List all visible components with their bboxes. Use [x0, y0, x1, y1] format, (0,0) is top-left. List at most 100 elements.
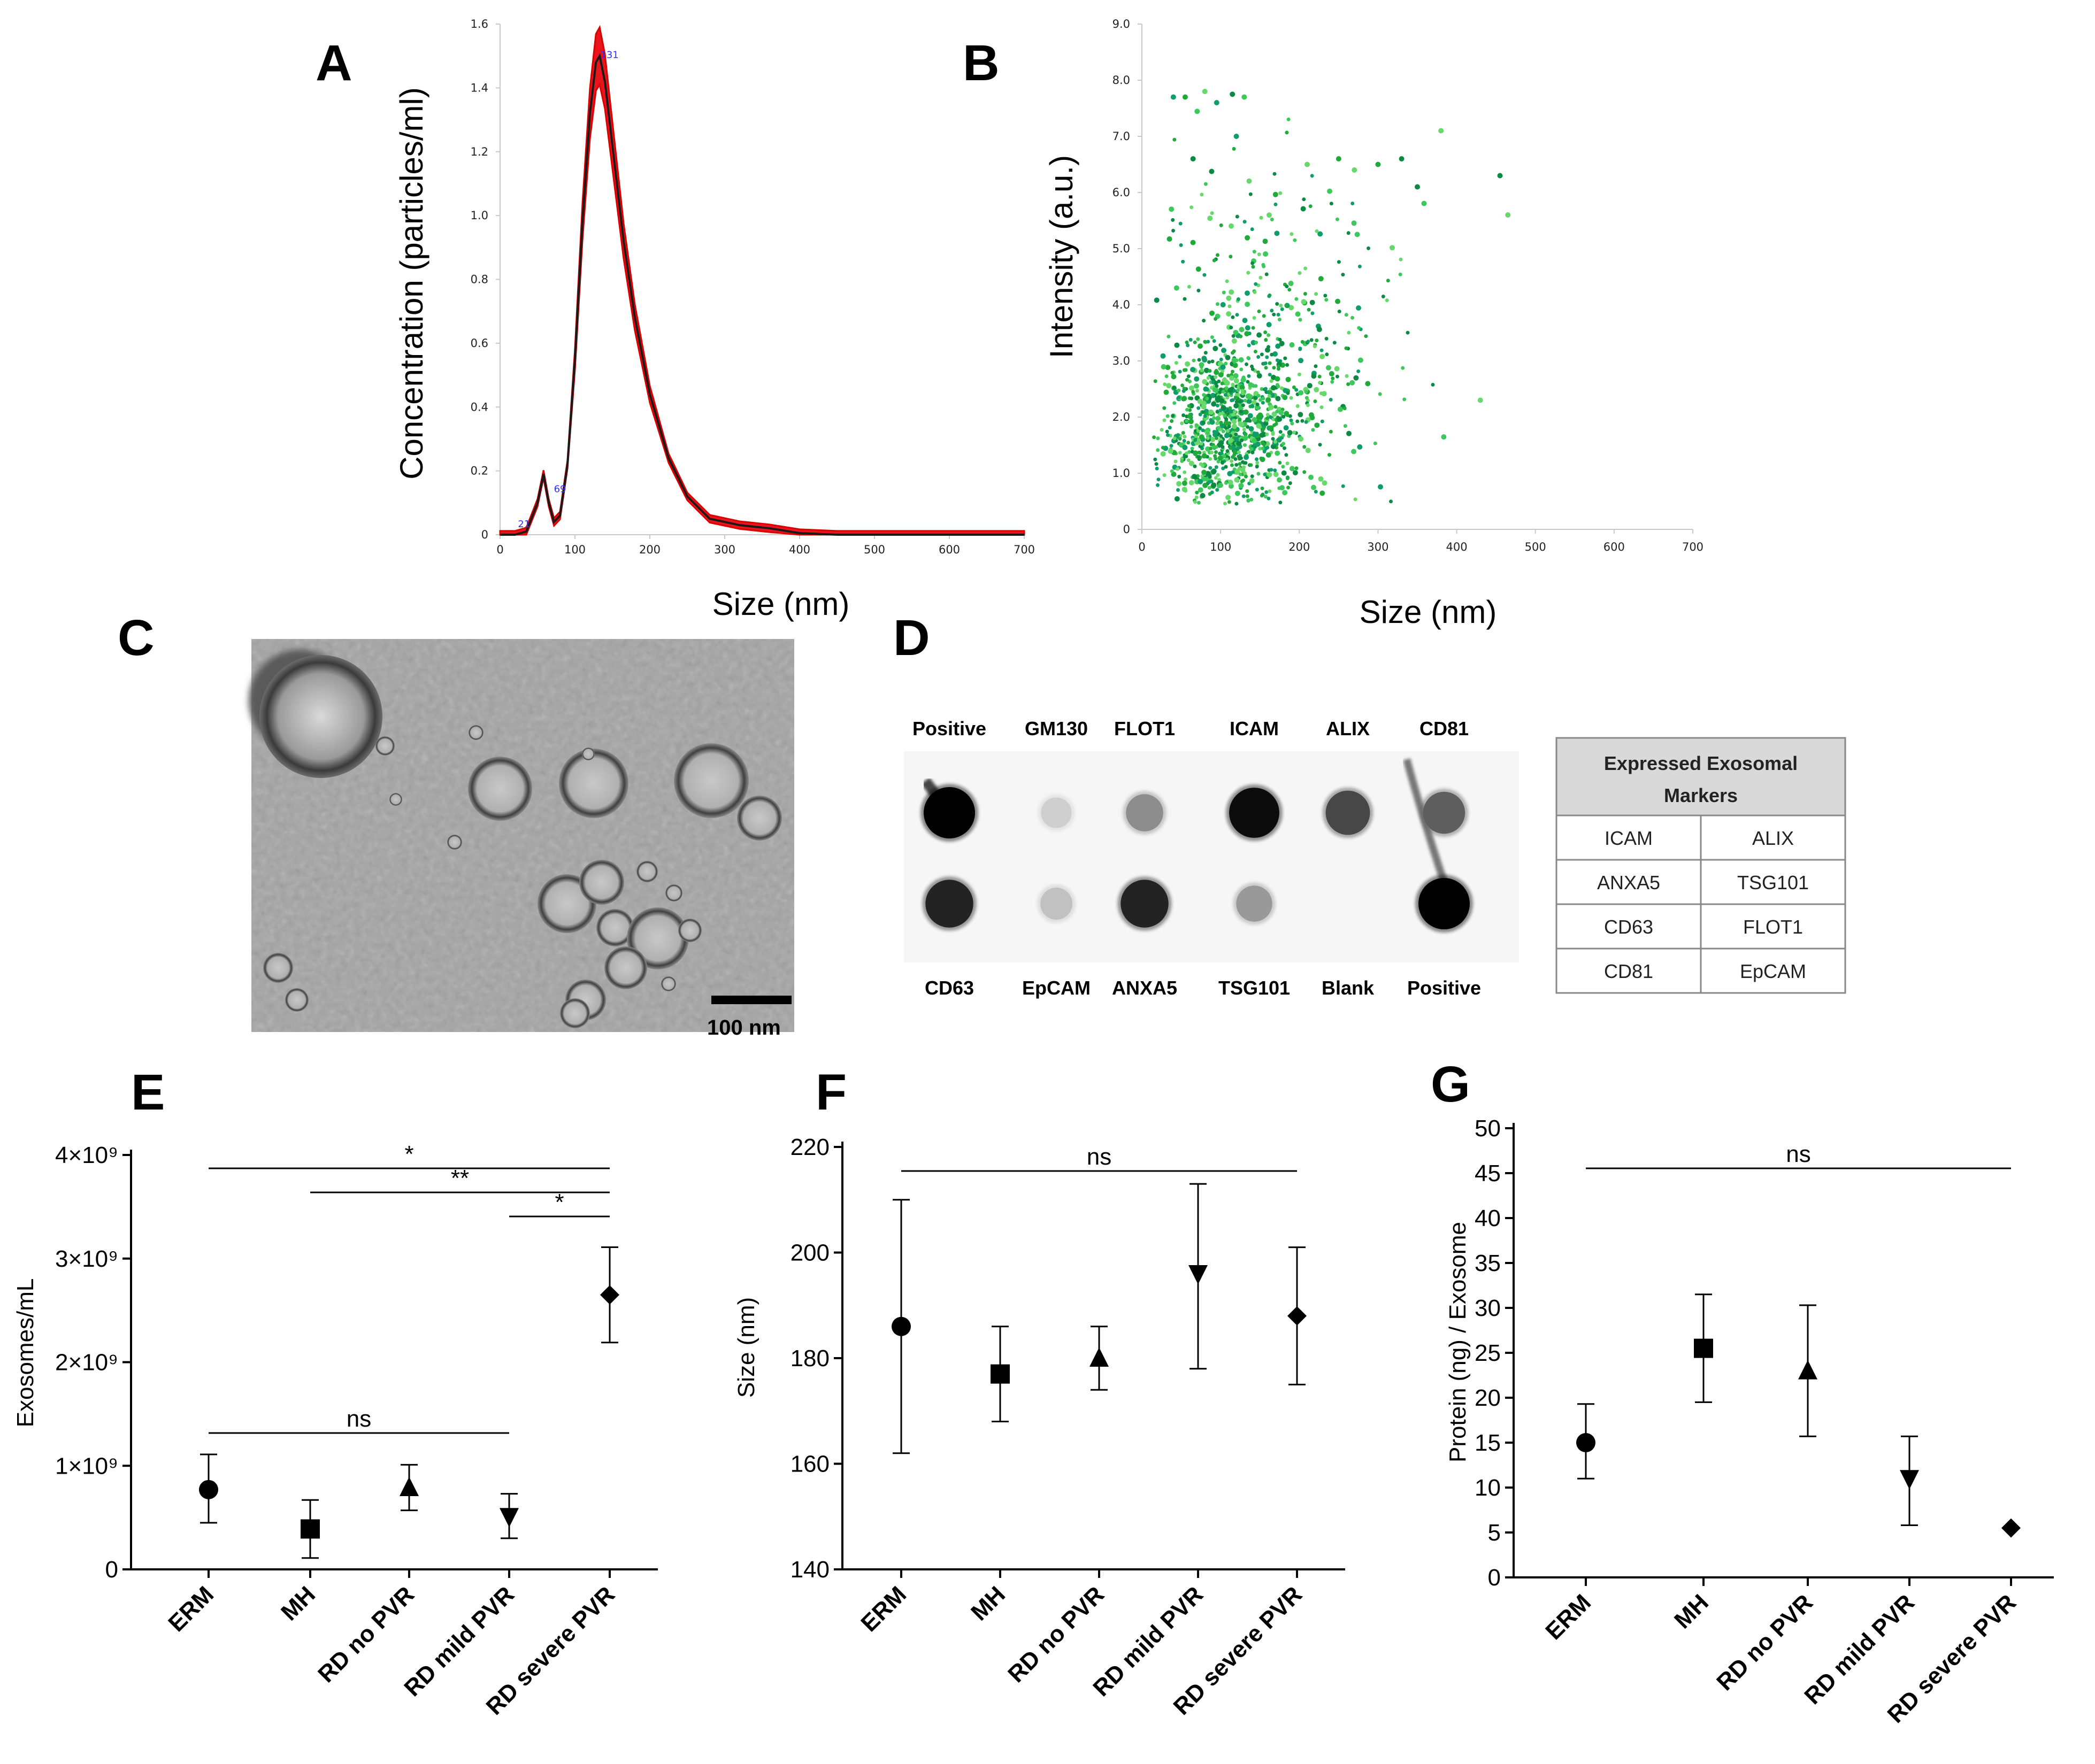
chart-b-xtick-label: 600 [1603, 541, 1625, 553]
dot-blot-top-label: ICAM [1230, 718, 1279, 740]
chart-b-point [1155, 466, 1159, 471]
chart-b-point [1237, 450, 1241, 454]
chart-b-point [1226, 295, 1232, 301]
chart-b-point [1199, 365, 1203, 369]
chart-b-point [1257, 309, 1261, 313]
chart-b-point [1221, 445, 1225, 449]
chart-b-point [1265, 397, 1271, 403]
chart-b-point [1311, 428, 1315, 432]
chart-b-point [1216, 473, 1220, 477]
chart-b-point [1275, 302, 1279, 306]
chart-b-point [1356, 369, 1361, 373]
chart-b-ytick-label: 6.0 [1112, 186, 1130, 199]
chart-b-point [1183, 435, 1187, 439]
chart-a-ytick-label: 0.4 [471, 400, 488, 413]
chart-b-point [1298, 271, 1302, 275]
tem-vesicle [604, 946, 647, 989]
tem-vesicle [596, 909, 634, 946]
chart-b-point [1185, 407, 1189, 412]
chart-b-point [1230, 459, 1234, 463]
chart-b-point [1225, 449, 1230, 453]
chart-e-category-label: MH [276, 1581, 320, 1626]
chart-b-point [1189, 385, 1194, 391]
chart-b-point [1163, 389, 1169, 395]
chart-b-point [1229, 289, 1234, 295]
chart-b-point [1156, 477, 1161, 482]
chart-b-point [1228, 406, 1232, 410]
chart-b-point [1207, 486, 1211, 490]
chart-b-point [1250, 227, 1254, 232]
dot-blot-dot [1041, 797, 1072, 828]
chart-b-point [1254, 396, 1257, 400]
chart-b-point [1256, 472, 1261, 476]
chart-e-marker-triangle-down [500, 1508, 519, 1528]
chart-b-point [1193, 464, 1197, 468]
chart-b-point [1342, 406, 1347, 411]
chart-b-point [1195, 490, 1199, 495]
chart-b-point [1214, 375, 1218, 379]
chart-b-point [1314, 490, 1318, 494]
chart-b-point [1208, 409, 1214, 415]
chart-b-point [1180, 459, 1184, 463]
dot-blot-dot [1418, 878, 1470, 929]
chart-b-point [1275, 358, 1279, 363]
chart-b-point [1248, 426, 1254, 432]
chart-b-point [1238, 483, 1244, 489]
chart-b-point [1276, 384, 1280, 389]
chart-a-ylabel: Concentration (particles/ml) [394, 87, 429, 480]
chart-e-category-label: ERM [163, 1581, 219, 1637]
chart-b-point [1233, 134, 1239, 139]
chart-b-point [1193, 438, 1198, 442]
chart-b-ytick-label: 0 [1123, 523, 1130, 536]
chart-b-point [1290, 232, 1294, 236]
chart-b-point [1292, 430, 1296, 435]
chart-b-point [1292, 385, 1296, 389]
chart-b-point [1259, 215, 1263, 220]
chart-b-point [1249, 478, 1255, 484]
chart-b-point [1240, 438, 1244, 442]
chart-b-point [1270, 352, 1274, 357]
chart-b-point [1196, 500, 1201, 505]
chart-b-point [1318, 443, 1322, 447]
chart-b-point [1270, 218, 1274, 221]
chart-a-ytick-label: 1.0 [471, 209, 488, 222]
chart-b-point [1406, 330, 1410, 335]
chart-b-point [1278, 430, 1283, 434]
chart-b-point [1215, 488, 1219, 492]
chart-b-point [1227, 304, 1232, 309]
chart-b-point [1250, 261, 1255, 265]
chart-b-point [1234, 396, 1239, 400]
chart-b-point [1344, 346, 1348, 350]
chart-b-point [1266, 322, 1272, 328]
chart-b-point [1185, 451, 1188, 456]
chart-b-point [1215, 302, 1219, 306]
chart-b-point [1278, 410, 1284, 415]
tem-vesicle [389, 793, 402, 806]
chart-b-point [1215, 410, 1219, 414]
chart-b-point [1172, 401, 1177, 405]
chart-b-point [1197, 358, 1201, 362]
chart-b-point [1232, 389, 1237, 393]
chart-a-xtick-label: 400 [789, 543, 810, 556]
panel-label-g: G [1431, 1056, 1470, 1113]
chart-b-point [1264, 387, 1268, 391]
chart-b-point [1308, 204, 1313, 209]
chart-b-point [1217, 455, 1223, 461]
dot-blot-dot [924, 787, 975, 838]
tem-vesicle [468, 757, 532, 821]
chart-b-point [1203, 182, 1208, 186]
chart-b-point [1431, 383, 1435, 387]
chart-b-point [1386, 279, 1390, 283]
chart-b-point [1242, 435, 1248, 441]
chart-g-ytick-label: 5 [1488, 1520, 1501, 1546]
chart-b-point [1265, 432, 1269, 436]
chart-b-point [1233, 378, 1239, 384]
chart-b-point [1300, 419, 1304, 423]
chart-b-point [1269, 390, 1273, 394]
chart-b-point [1284, 303, 1288, 307]
chart-b-point [1335, 374, 1339, 379]
chart-b-point [1275, 376, 1280, 382]
chart-b-point [1347, 330, 1351, 335]
